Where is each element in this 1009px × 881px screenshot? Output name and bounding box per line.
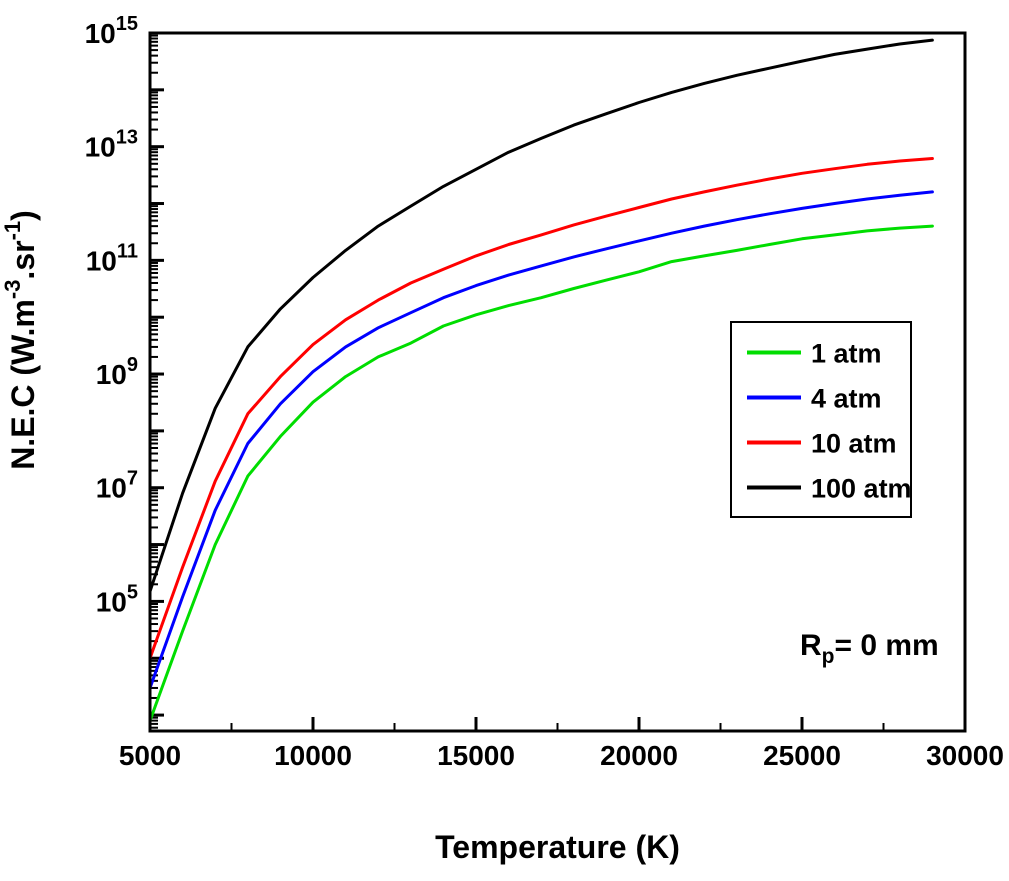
y-tick-label: 1013 [85,127,138,163]
annotation-rp: Rp= 0 mm [800,629,939,668]
y-tick-label: 109 [96,354,138,390]
y-tick-label: 107 [96,468,138,504]
x-tick-label: 25000 [763,740,841,771]
legend-label: 100 atm [811,474,912,504]
y-tick-label: 105 [96,581,138,617]
x-tick-label: 15000 [437,740,515,771]
legend-label: 10 atm [811,429,897,459]
series-line-4-atm [150,190,934,690]
x-tick-label: 30000 [926,740,1004,771]
y-axis: 105 107 109 1011 1013 1015 [85,13,164,717]
legend-item-100-atm: 100 atm [747,474,912,504]
legend-item-1-atm: 1 atm [747,339,882,369]
legend-label: 1 atm [811,339,882,369]
x-tick-label: 20000 [600,740,678,771]
x-axis: 5000 10000 15000 20000 25000 30000 [119,717,1004,771]
legend-item-10-atm: 10 atm [747,429,897,459]
series-lines [150,38,934,723]
series-line-10-atm [150,157,934,660]
x-axis-title: Temperature (K) [435,829,680,865]
y-tick-label: 1015 [85,13,138,49]
axes: 5000 10000 15000 20000 25000 3000010510710910… [85,13,1004,771]
x-tick-label: 5000 [119,740,181,771]
legend-item-4-atm: 4 atm [747,384,882,414]
y-tick-label: 1011 [86,240,138,276]
series-line-100-atm [150,38,934,593]
x-tick-label: 10000 [274,740,352,771]
series-line-1-atm [150,224,934,723]
plot-frame [148,31,967,733]
legend-label: 4 atm [811,384,882,414]
legend: 1 atm 4 atm 10 atm 100 atm [730,321,912,518]
y-axis-title: N.E.C (W.m-3.sr-1) [0,210,41,470]
